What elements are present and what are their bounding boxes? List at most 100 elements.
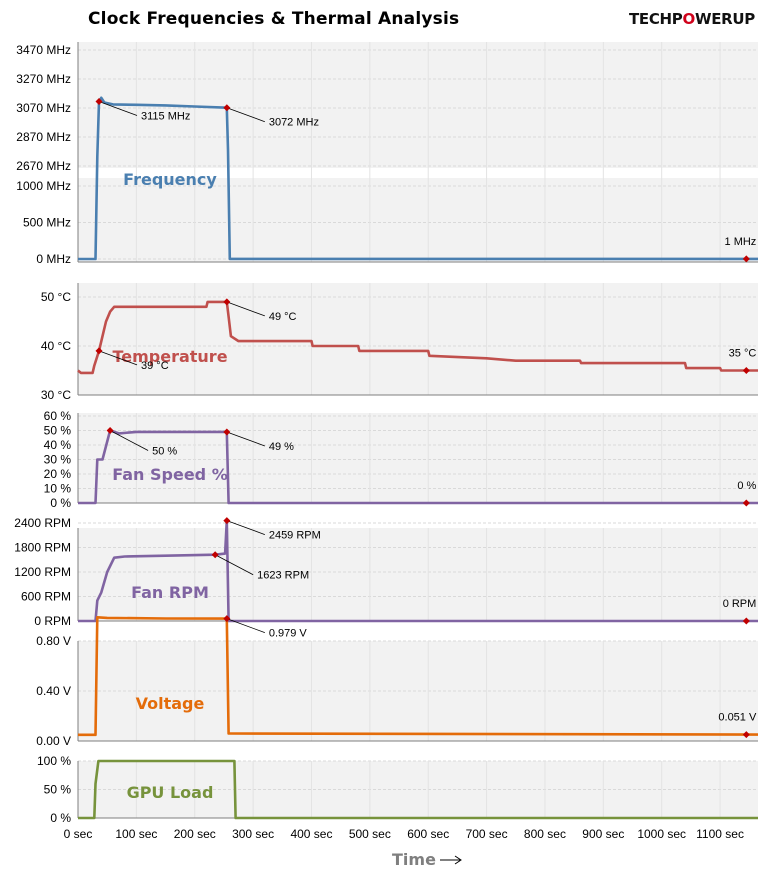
- brand-post: WERUP: [694, 10, 755, 28]
- x-tick-label: 200 sec: [174, 827, 216, 841]
- annotation-label: 3115 MHz: [141, 110, 190, 122]
- panel-label-frequency: Frequency: [123, 170, 217, 189]
- annotation-marker: [223, 615, 231, 623]
- y-tick-label: 3070 MHz: [16, 101, 71, 115]
- annotation-marker: [223, 428, 231, 436]
- annotation-marker: [742, 367, 750, 374]
- x-tick-label: 500 sec: [349, 827, 391, 841]
- x-tick-label: 300 sec: [232, 827, 274, 841]
- plot-area-fan_rpm: [78, 528, 758, 621]
- y-tick-label: 60 %: [44, 409, 72, 423]
- annotation-marker: [211, 551, 219, 559]
- y-tick-label: 500 MHz: [23, 216, 71, 230]
- plot-area-frequency: [78, 42, 758, 262]
- annotation-marker: [95, 347, 103, 355]
- annotation-leader: [226, 520, 265, 535]
- y-tick-label: 1000 MHz: [16, 179, 71, 193]
- panel-label-voltage: Voltage: [136, 694, 205, 713]
- y-tick-label: 600 RPM: [21, 590, 71, 604]
- series-line-gpu_load: [78, 759, 758, 820]
- annotation-marker: [95, 97, 103, 105]
- y-tick-label: 10 %: [44, 482, 72, 496]
- annotation-marker: [742, 617, 750, 625]
- annotation-label: 39 °C: [141, 360, 169, 372]
- y-tick-label: 0.40 V: [36, 684, 71, 698]
- brand-pre: TECHP: [628, 10, 683, 28]
- x-tick-label: 1100 sec: [696, 827, 744, 841]
- y-tick-label: 2670 MHz: [16, 159, 71, 173]
- annotation-label: 49 °C: [269, 311, 297, 323]
- y-tick-label: 0 MHz: [36, 252, 71, 266]
- annotation-label: 1 MHz: [725, 236, 757, 248]
- y-tick-label: 100 %: [37, 754, 71, 768]
- y-tick-label: 20 %: [44, 467, 72, 481]
- y-tick-label: 1200 RPM: [14, 565, 71, 579]
- annotation-marker: [223, 298, 231, 306]
- y-tick-label: 0 %: [50, 811, 71, 825]
- x-tick-label: 0 sec: [64, 827, 93, 841]
- annotation-leader: [98, 350, 138, 366]
- annotation-label: 1623 RPM: [257, 570, 309, 582]
- y-tick-label: 0 RPM: [34, 614, 71, 628]
- x-tick-label: 400 sec: [290, 827, 332, 841]
- annotation-label: 49 %: [269, 441, 294, 453]
- annotation-label: 0.051 V: [718, 712, 757, 724]
- y-tick-label: 40 °C: [41, 339, 71, 353]
- annotation-label: 0 RPM: [723, 598, 757, 610]
- y-tick-label: 50 %: [44, 424, 72, 438]
- x-tick-label: 700 sec: [466, 827, 508, 841]
- x-tick-label: 600 sec: [407, 827, 449, 841]
- panel-label-temperature: Temperature: [112, 347, 227, 366]
- annotation-leader: [226, 431, 265, 447]
- y-tick-label: 0.00 V: [36, 734, 71, 748]
- y-tick-label: 2870 MHz: [16, 130, 71, 144]
- annotation-label: 0 %: [737, 480, 756, 492]
- series-line-voltage: [78, 616, 759, 737]
- y-tick-label: 0.80 V: [36, 634, 71, 648]
- annotation-leader: [214, 554, 254, 576]
- brand-logo: TECHPOWERUP: [629, 10, 755, 28]
- annotation-label: 0.979 V: [269, 628, 308, 640]
- annotation-marker: [742, 731, 750, 739]
- series-line-temperature: [77, 300, 758, 375]
- annotation-leader: [98, 101, 138, 116]
- y-tick-label: 50 %: [44, 783, 72, 797]
- annotation-marker: [223, 517, 231, 525]
- x-tick-label: 1000 sec: [637, 827, 686, 841]
- panel-label-fan_speed: Fan Speed %: [112, 465, 227, 484]
- series-line-fan_speed: [78, 429, 758, 505]
- annotation-label: 50 %: [152, 446, 177, 458]
- panel-label-gpu_load: GPU Load: [127, 783, 214, 802]
- annotation-leader: [226, 107, 265, 123]
- annotation-marker: [742, 255, 750, 263]
- y-tick-label: 50 °C: [41, 290, 71, 304]
- annotation-marker: [742, 499, 750, 507]
- axis-break: [78, 168, 758, 178]
- annotation-label: 2459 RPM: [269, 530, 321, 542]
- x-tick-label: 100 sec: [115, 827, 157, 841]
- y-tick-label: 3270 MHz: [16, 72, 71, 86]
- plot-area-temperature: [78, 283, 758, 395]
- x-tick-label: 900 sec: [582, 827, 624, 841]
- annotation-marker: [106, 427, 114, 434]
- panel-label-fan_rpm: Fan RPM: [131, 583, 209, 602]
- y-tick-label: 3470 MHz: [16, 43, 71, 57]
- annotation-leader: [109, 430, 149, 451]
- y-tick-label: 30 %: [44, 453, 72, 467]
- x-tick-label: 800 sec: [524, 827, 566, 841]
- annotation-label: 3072 MHz: [269, 117, 319, 129]
- y-tick-label: 2400 RPM: [14, 516, 71, 530]
- plot-area-fan_speed: [78, 413, 758, 503]
- annotation-marker: [223, 104, 231, 112]
- y-tick-label: 0 %: [50, 496, 71, 510]
- y-tick-label: 40 %: [44, 438, 72, 452]
- brand-power-icon: O: [682, 10, 696, 28]
- x-axis-arrow-head-icon: [454, 855, 462, 865]
- page-title: Clock Frequencies & Thermal Analysis: [88, 9, 460, 29]
- x-axis-title: Time: [392, 850, 436, 869]
- annotation-leader: [226, 618, 265, 634]
- annotation-leader: [226, 301, 265, 317]
- y-tick-label: 30 °C: [41, 388, 71, 402]
- annotation-label: 35 °C: [729, 348, 757, 360]
- series-line-frequency: [78, 96, 758, 261]
